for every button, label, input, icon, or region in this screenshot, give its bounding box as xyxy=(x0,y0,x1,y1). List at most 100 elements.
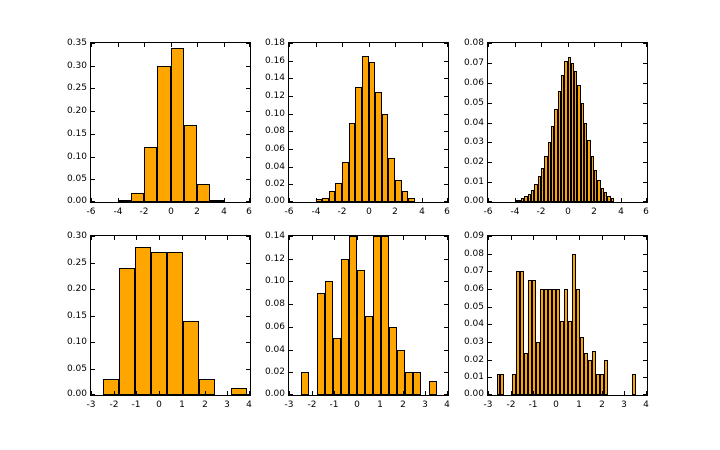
histogram-bar xyxy=(601,188,604,202)
y-tick-label: 0.00 xyxy=(66,196,87,206)
tick-mark xyxy=(136,391,137,395)
histogram-bar xyxy=(500,374,504,395)
x-tick-label: -6 xyxy=(284,207,294,217)
tick-mark xyxy=(643,236,647,237)
histogram-bar xyxy=(568,321,572,395)
histogram-bar xyxy=(349,236,357,395)
x-tick-label: 0 xyxy=(553,400,559,410)
tick-mark xyxy=(444,131,448,132)
histogram-bar xyxy=(135,247,151,395)
subplot-top-middle: -6 -4 -2 0 2 4 6 0.00 0.02 0.04 0.06 0.08 0.10 0.12 0.… xyxy=(265,38,450,217)
histogram-bar xyxy=(520,271,524,395)
histogram-bar xyxy=(534,184,538,202)
tick-mark xyxy=(342,198,343,202)
x-tick-label: 6 xyxy=(246,207,252,217)
x-tick-label: 2 xyxy=(591,207,597,217)
tick-mark xyxy=(91,394,95,395)
x-tick-label: -1 xyxy=(528,400,538,410)
histogram-bar xyxy=(564,289,568,395)
tick-mark xyxy=(227,391,228,395)
tick-mark xyxy=(624,391,625,395)
tick-mark xyxy=(488,103,492,104)
y-tick-label: 0.25 xyxy=(66,258,87,268)
histogram-bar xyxy=(544,289,548,395)
tick-mark xyxy=(334,391,335,395)
y-tick-label: 0.06 xyxy=(264,144,285,154)
tick-mark xyxy=(444,201,448,202)
histogram-bar xyxy=(597,180,601,202)
tick-mark xyxy=(533,391,534,395)
x-tick-label: -2 xyxy=(109,400,119,410)
tick-mark xyxy=(488,377,492,378)
tick-mark xyxy=(643,394,647,395)
tick-mark xyxy=(444,281,448,282)
histogram-bar xyxy=(335,183,342,202)
tick-mark xyxy=(91,157,95,158)
tick-mark xyxy=(246,157,250,158)
y-tick-label: 0.15 xyxy=(66,129,87,139)
histogram-bar xyxy=(571,63,574,202)
tick-mark xyxy=(182,236,183,240)
histogram-bar xyxy=(518,200,521,202)
x-tick-label: -6 xyxy=(483,207,493,217)
tick-mark xyxy=(444,350,448,351)
tick-mark xyxy=(422,198,423,202)
tick-mark xyxy=(643,307,647,308)
tick-mark xyxy=(643,360,647,361)
tick-mark xyxy=(91,289,95,290)
tick-mark xyxy=(533,236,534,240)
tick-mark xyxy=(643,123,647,124)
y-tick-label: 0.06 xyxy=(264,322,285,332)
tick-mark xyxy=(488,63,492,64)
tick-mark xyxy=(91,198,92,202)
y-tick-label: 0.05 xyxy=(66,174,87,184)
y-tick-label: 0.12 xyxy=(264,254,285,264)
histogram-bar xyxy=(342,162,349,202)
tick-mark xyxy=(91,88,95,89)
histogram-bar xyxy=(588,360,592,395)
tick-mark xyxy=(488,236,489,240)
histogram-bar xyxy=(325,281,333,395)
bars-area xyxy=(91,236,250,395)
x-tick-label: 3 xyxy=(422,400,428,410)
y-tick-label: 0.30 xyxy=(66,61,87,71)
tick-mark xyxy=(289,201,293,202)
y-tick-label: 0.04 xyxy=(463,319,484,329)
x-tick-label: 2 xyxy=(599,400,605,410)
y-tick-label: 0.05 xyxy=(66,364,87,374)
tick-mark xyxy=(205,236,206,240)
tick-mark xyxy=(488,201,492,202)
tick-mark xyxy=(246,316,250,317)
x-tick-label: 3 xyxy=(224,400,230,410)
tick-mark xyxy=(289,43,290,47)
x-tick-label: 3 xyxy=(621,400,627,410)
tick-mark xyxy=(422,43,423,47)
tick-mark xyxy=(91,342,95,343)
histogram-bar xyxy=(199,379,215,395)
tick-mark xyxy=(643,103,647,104)
tick-mark xyxy=(447,198,448,202)
tick-mark xyxy=(289,198,290,202)
histogram-bar xyxy=(373,236,381,395)
x-tick-label: 4 xyxy=(643,400,649,410)
histogram-bar xyxy=(512,374,516,395)
histogram-bar xyxy=(596,374,600,395)
histogram-bar xyxy=(516,271,520,395)
bars-area xyxy=(91,43,250,202)
y-tick-label: 0.08 xyxy=(264,126,285,136)
histogram-bar xyxy=(560,321,564,395)
histogram-bar xyxy=(408,198,415,202)
tick-mark xyxy=(643,63,647,64)
tick-mark xyxy=(144,43,145,47)
tick-mark xyxy=(91,43,95,44)
tick-mark xyxy=(118,198,119,202)
y-tick-label: 0.06 xyxy=(463,78,484,88)
y-tick-label: 0.14 xyxy=(264,73,285,83)
histogram-bar xyxy=(541,168,544,202)
tick-mark xyxy=(249,236,250,240)
y-tick-label: 0.05 xyxy=(463,98,484,108)
tick-mark xyxy=(289,131,293,132)
histogram-bar xyxy=(592,351,596,395)
x-tick-label: 0 xyxy=(168,207,174,217)
